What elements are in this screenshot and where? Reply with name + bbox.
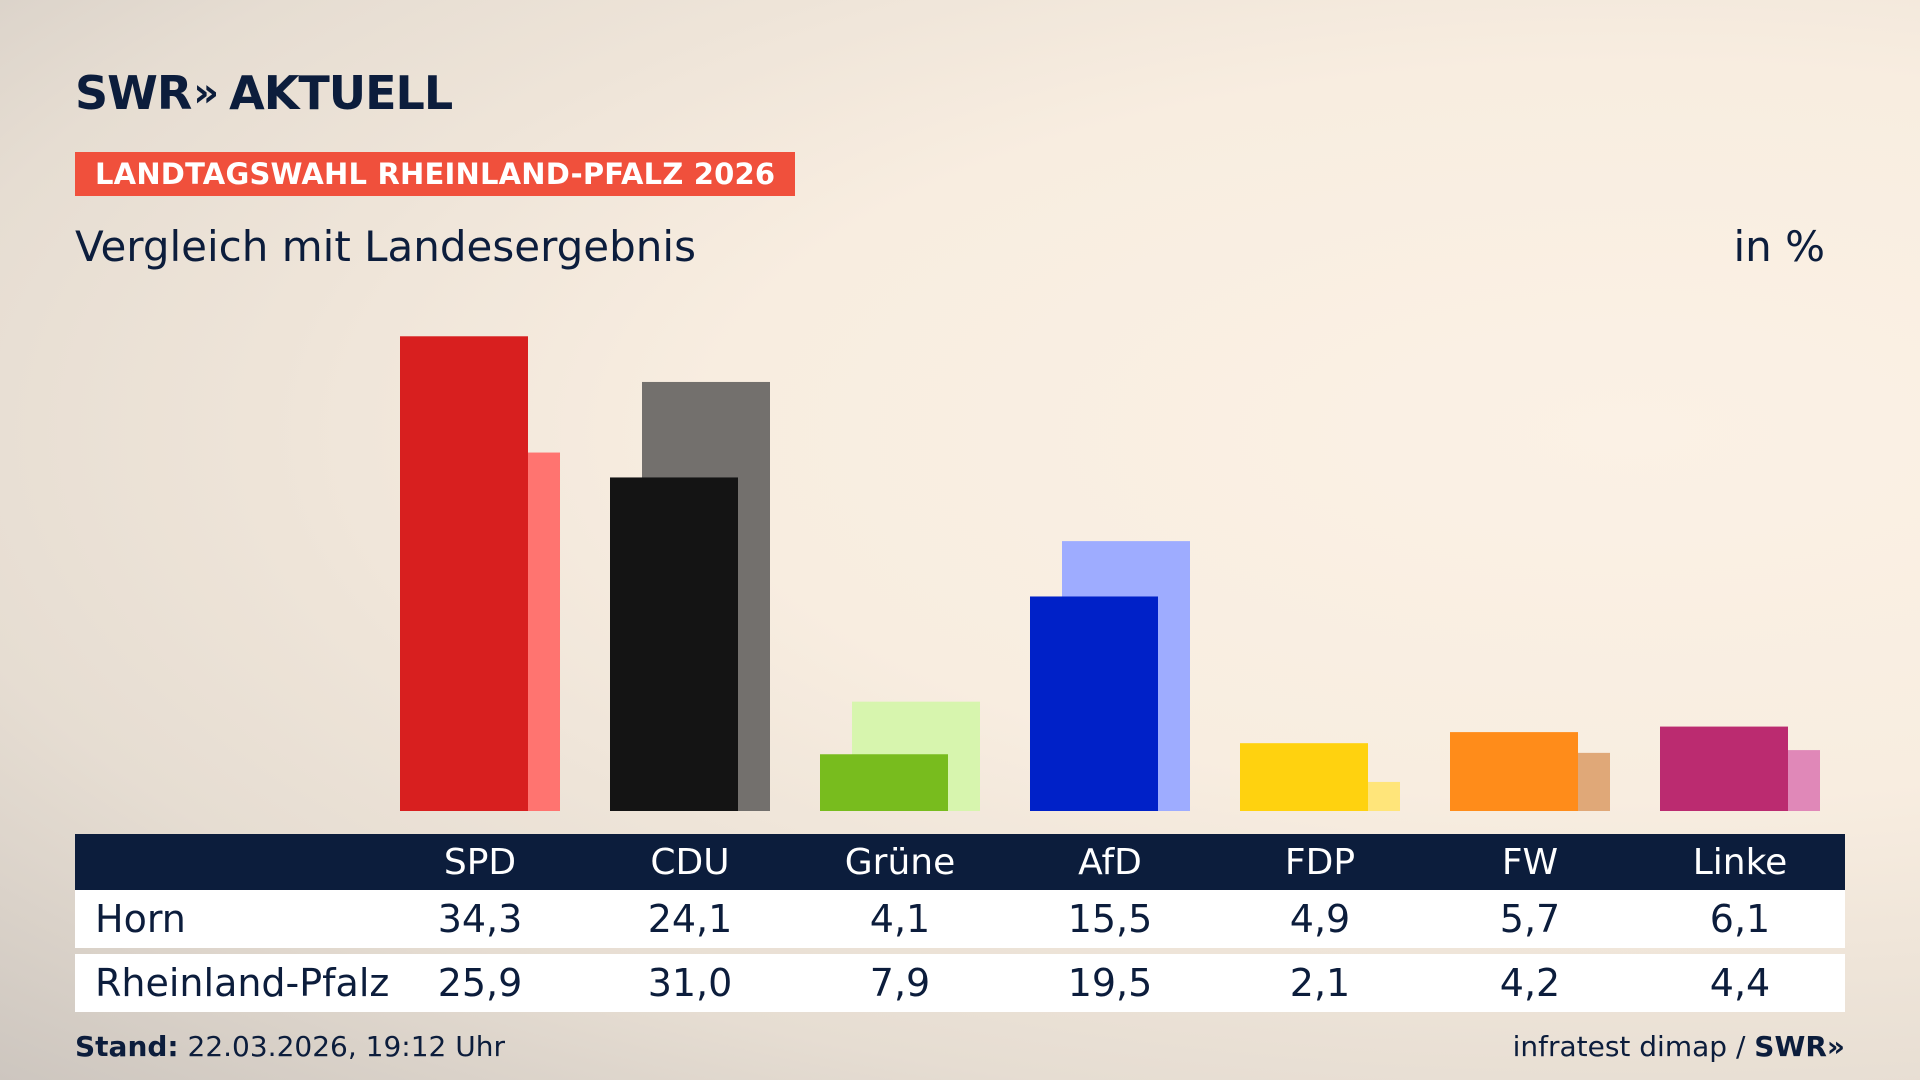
- header-grüne: Grüne: [844, 841, 956, 883]
- cell-grüne: 4,1: [869, 897, 931, 941]
- cell-afd: 19,5: [1067, 961, 1153, 1005]
- row-label: Horn: [95, 897, 186, 941]
- bar-horn-linke: [1660, 726, 1788, 811]
- chart-subtitle: Vergleich mit Landesergebnis: [75, 222, 696, 271]
- aktuell-logo-text: AKTUELL: [229, 66, 453, 120]
- table-header: SPD CDU Grüne AfD FDP FW Linke: [75, 834, 1845, 890]
- timestamp: Stand: 22.03.2026, 19:12 Uhr: [75, 1030, 505, 1063]
- bar-horn-grüne: [820, 754, 948, 811]
- row-label: Rheinland-Pfalz: [95, 961, 390, 1005]
- cell-linke: 6,1: [1709, 897, 1771, 941]
- swr-aktuell-logo: SWR » AKTUELL: [75, 66, 453, 120]
- source-text: infratest dimap /: [1512, 1030, 1746, 1063]
- cell-fdp: 2,1: [1289, 961, 1351, 1005]
- swr-logo-text: SWR: [75, 66, 192, 120]
- stand-value: 22.03.2026, 19:12 Uhr: [178, 1030, 505, 1063]
- cell-grüne: 7,9: [869, 961, 931, 1005]
- cell-cdu: 31,0: [647, 961, 733, 1005]
- bar-horn-cdu: [610, 477, 738, 811]
- table-row-horn: Horn 34,3 24,1 4,1 15,5 4,9 5,7 6,1: [75, 890, 1845, 948]
- cell-afd: 15,5: [1067, 897, 1153, 941]
- bar-horn-fw: [1450, 732, 1578, 811]
- header-spd: SPD: [443, 841, 517, 883]
- bar-horn-afd: [1030, 596, 1158, 811]
- cell-linke: 4,4: [1709, 961, 1771, 1005]
- bar-horn-fdp: [1240, 743, 1368, 811]
- cell-fw: 5,7: [1499, 897, 1561, 941]
- results-table: SPD CDU Grüne AfD FDP FW Linke Horn 34,3 24,1 4,…: [75, 834, 1845, 1012]
- header-cdu: CDU: [650, 841, 730, 883]
- header-fw: FW: [1501, 841, 1559, 883]
- bar-horn-spd: [400, 336, 528, 811]
- source-credit: infratest dimap / SWR»: [1513, 1030, 1845, 1063]
- table-row-rheinland-pfalz: Rheinland-Pfalz 25,9 31,0 7,9 19,5 2,1 4,2 4,4: [75, 954, 1845, 1012]
- swr-footer-logo: SWR»: [1754, 1030, 1845, 1063]
- cell-cdu: 24,1: [647, 897, 733, 941]
- election-tag: LANDTAGSWAHL RHEINLAND-PFALZ 2026: [75, 152, 796, 196]
- cell-fdp: 4,9: [1289, 897, 1351, 941]
- header-afd: AfD: [1078, 841, 1142, 883]
- cell-fw: 4,2: [1499, 961, 1561, 1005]
- cell-spd: 25,9: [437, 961, 523, 1005]
- header-linke: Linke: [1692, 841, 1788, 883]
- unit-label: in %: [1733, 222, 1825, 271]
- header-fdp: FDP: [1284, 841, 1356, 883]
- cell-spd: 34,3: [437, 897, 523, 941]
- stand-label: Stand:: [75, 1030, 179, 1063]
- bar-chart: [400, 336, 1820, 811]
